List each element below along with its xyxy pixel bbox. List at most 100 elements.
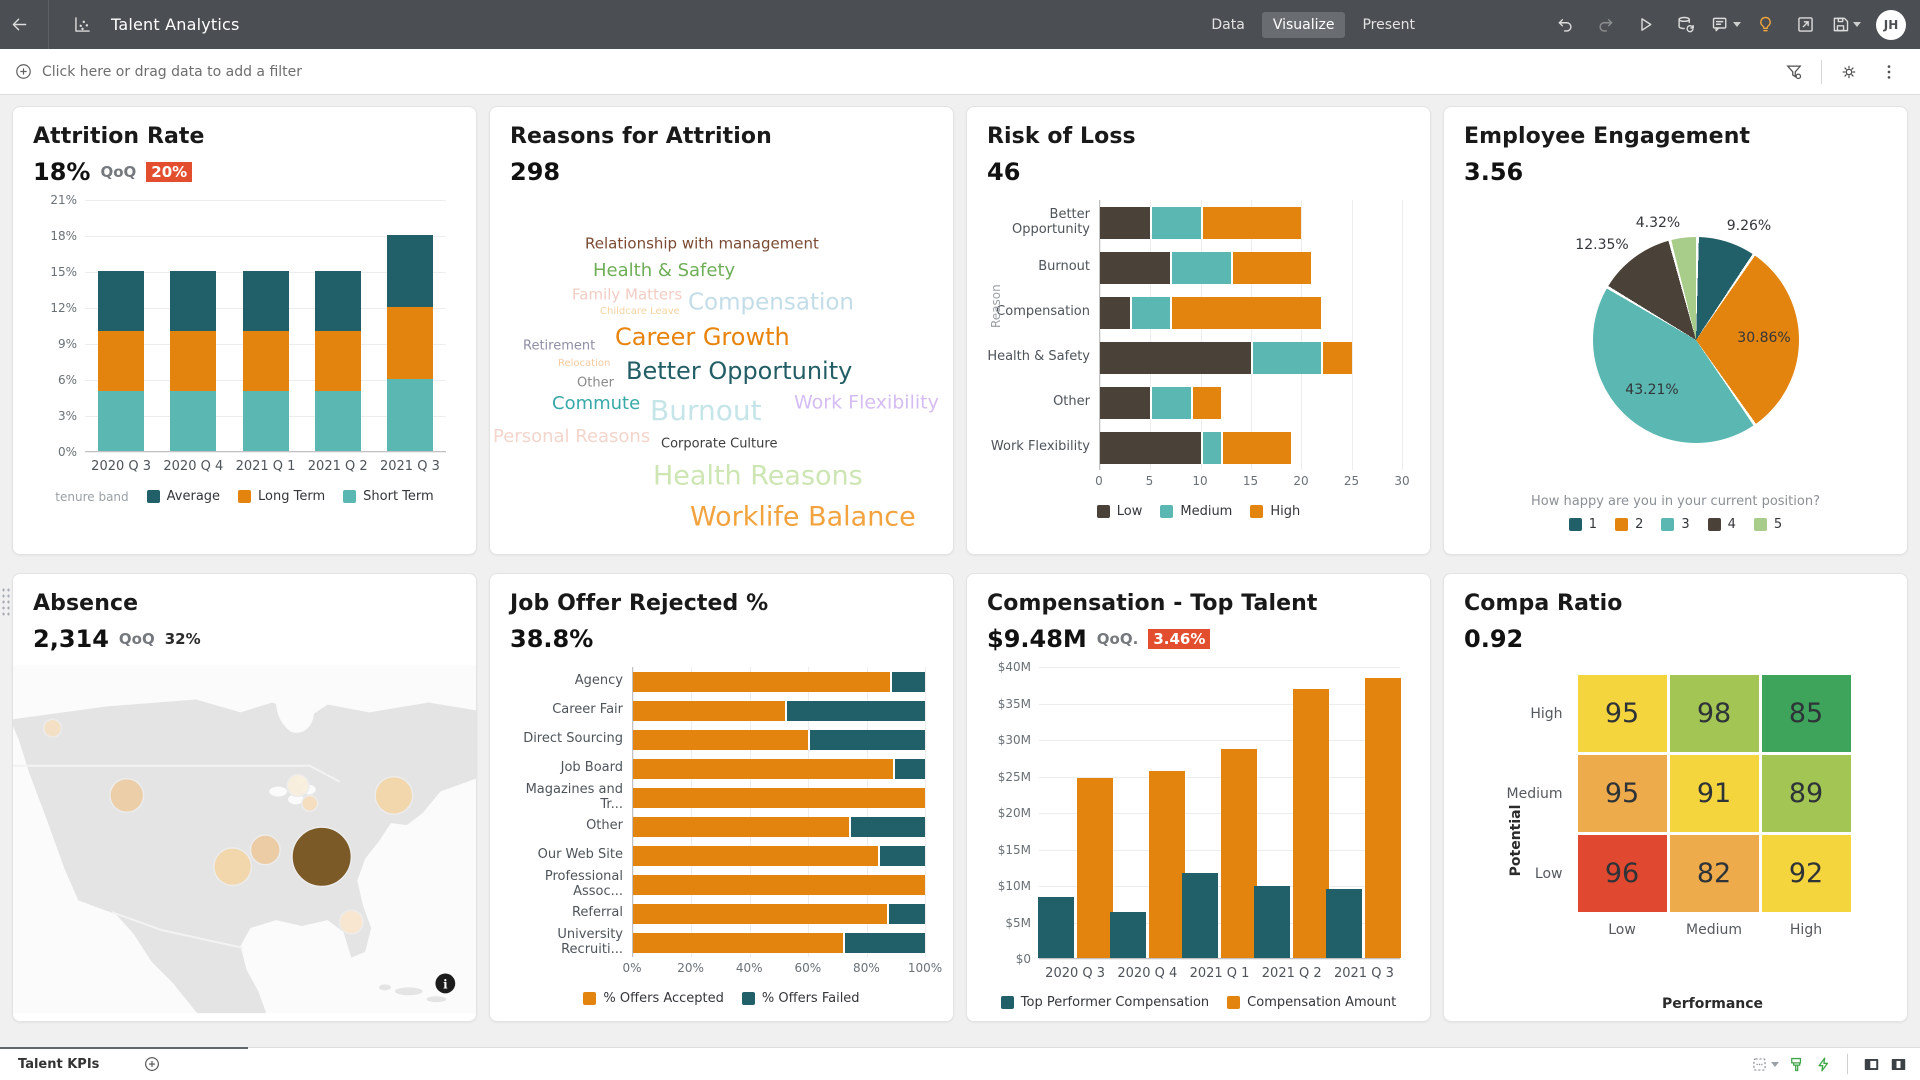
heatmap-cell[interactable]: 95 [1577, 675, 1667, 752]
bar-segment[interactable] [1321, 341, 1352, 374]
heatmap-cell[interactable]: 98 [1669, 675, 1759, 752]
map-bubble[interactable] [374, 775, 414, 816]
heatmap-cell[interactable]: 91 [1669, 755, 1759, 832]
bar-segment[interactable] [633, 758, 893, 779]
cloud-word[interactable]: Better Opportunity [626, 357, 853, 385]
insights-button[interactable] [1746, 7, 1784, 43]
save-button[interactable] [1826, 7, 1864, 43]
heatmap-cell[interactable]: 89 [1761, 755, 1851, 832]
tile-compensation-top-talent[interactable]: Compensation - Top Talent $9.48M QoQ. 3.… [966, 573, 1431, 1022]
compa-ratio-heatmap[interactable]: High 95 98 85 Medium 95 91 89 Low 96 82 92 Low Medium… [1464, 675, 1887, 1012]
bar-segment[interactable] [98, 391, 145, 451]
bar[interactable] [1221, 748, 1257, 958]
bar[interactable] [1254, 886, 1291, 958]
legend-item[interactable]: 3 [1661, 517, 1690, 532]
legend-item[interactable]: High [1250, 504, 1300, 519]
legend-item[interactable]: 4 [1707, 517, 1736, 532]
bar-segment[interactable] [1100, 251, 1171, 284]
bar-segment[interactable] [98, 331, 145, 391]
map-bubble[interactable] [109, 777, 145, 814]
legend-item[interactable]: 5 [1753, 517, 1782, 532]
bar-segment[interactable] [633, 845, 879, 866]
bar[interactable] [1037, 897, 1074, 958]
bar-segment[interactable] [889, 671, 925, 692]
bar-segment[interactable] [1220, 431, 1292, 464]
legend-item[interactable]: Low [1096, 504, 1142, 519]
map-info-button[interactable]: i [435, 973, 456, 994]
cloud-word[interactable]: Career Growth [615, 323, 790, 351]
bar-segment[interactable] [1100, 386, 1151, 419]
bar-segment[interactable] [633, 671, 890, 692]
layout-panel-center-button[interactable] [1889, 1055, 1908, 1074]
tile-employee-engagement[interactable]: Employee Engagement 3.56 9.26% 4.32% 12.35… [1443, 106, 1908, 555]
bar-segment[interactable] [386, 307, 433, 379]
legend-item[interactable]: 2 [1615, 517, 1643, 532]
map-bubble[interactable] [42, 718, 63, 738]
risk-of-loss-chart[interactable]: Better Opportunity Burnout Compensation Hea… [987, 200, 1410, 519]
heatmap-cell[interactable]: 92 [1761, 835, 1851, 912]
canvas-properties-button[interactable] [1750, 1055, 1779, 1074]
bar-segment[interactable] [808, 729, 925, 750]
bar[interactable] [1326, 888, 1363, 958]
cloud-word[interactable]: Health & Safety [593, 260, 736, 281]
bar-segment[interactable] [1170, 296, 1322, 329]
job-offer-chart[interactable]: Agency Career Fair Direct Sourcing Job Boar… [510, 667, 942, 1006]
bar-segment[interactable] [1150, 386, 1191, 419]
bar-segment[interactable] [633, 903, 888, 924]
compensation-chart[interactable]: $0 $5M $10M $15M $20M $25M $30M $35M $40M 2020 Q … [987, 660, 1410, 1010]
bar-segment[interactable] [314, 391, 361, 451]
bar[interactable] [1148, 771, 1185, 958]
attrition-rate-chart[interactable]: 0% 3% 6% 9% 12% 15% 18% 21% 2020 Q 3 2020 Q 4 2021… [33, 193, 456, 504]
bar-segment[interactable] [1170, 251, 1231, 284]
comments-button[interactable] [1706, 7, 1744, 43]
auto-apply-button[interactable] [1814, 1055, 1833, 1074]
legend-item[interactable]: Short Term [343, 489, 434, 504]
tab-present[interactable]: Present [1362, 16, 1415, 33]
bar-segment[interactable] [849, 816, 925, 837]
bar-segment[interactable] [784, 700, 925, 721]
heatmap-cell[interactable]: 96 [1577, 835, 1667, 912]
bar-segment[interactable] [887, 903, 925, 924]
back-button[interactable] [0, 7, 38, 43]
more-options-button[interactable] [1872, 56, 1906, 88]
bar-segment[interactable] [1190, 386, 1221, 419]
add-filter-dropzone[interactable]: Click here or drag data to add a filter [14, 62, 302, 81]
legend-item[interactable]: Average [146, 489, 220, 504]
map-bubble[interactable] [249, 834, 281, 866]
tab-visualize[interactable]: Visualize [1261, 11, 1346, 38]
bar-segment[interactable] [633, 729, 809, 750]
bar-segment[interactable] [1100, 296, 1131, 329]
heatmap-cell[interactable]: 95 [1577, 755, 1667, 832]
bar-segment[interactable] [242, 391, 289, 451]
bar-segment[interactable] [843, 932, 925, 953]
cloud-word[interactable]: Relationship with management [585, 234, 819, 253]
map-bubble[interactable] [213, 847, 253, 887]
redo-button[interactable] [1586, 7, 1624, 43]
user-avatar[interactable]: JH [1876, 9, 1906, 40]
map-bubble[interactable] [286, 773, 310, 798]
bar-segment[interactable] [170, 271, 217, 331]
pie[interactable] [1593, 237, 1799, 443]
bar-segment[interactable] [633, 874, 925, 895]
cloud-word[interactable]: Other [577, 375, 614, 391]
legend-item[interactable]: 1 [1568, 517, 1597, 532]
bar-segment[interactable] [98, 271, 145, 331]
bar-segment[interactable] [1200, 431, 1221, 464]
legend-item[interactable]: Compensation Amount [1227, 995, 1396, 1010]
attrition-reasons-wordcloud[interactable]: Relationship with management Health & Saf… [490, 107, 953, 554]
bar-segment[interactable] [1100, 206, 1151, 239]
bar-segment[interactable] [633, 700, 785, 721]
bar-segment[interactable] [386, 235, 433, 307]
bar-segment[interactable] [1130, 296, 1171, 329]
tile-absence[interactable]: Absence 2,314 QoQ 32% i [12, 573, 477, 1022]
bar[interactable] [1365, 678, 1402, 958]
bar-segment[interactable] [1230, 251, 1312, 284]
export-button[interactable] [1786, 7, 1824, 43]
legend-item[interactable]: % Offers Failed [741, 991, 860, 1006]
bar-segment[interactable] [242, 271, 289, 331]
canvas-tab-talent-kpis[interactable]: Talent KPIs [18, 1056, 100, 1072]
tile-reasons-for-attrition[interactable]: Reasons for Attrition 298 Relationship w… [489, 106, 954, 555]
engagement-pie-chart[interactable]: 9.26% 4.32% 12.35% 30.86% 43.21% How happy ar… [1464, 190, 1887, 532]
canvas-settings-button[interactable] [1832, 56, 1866, 88]
bar[interactable] [1076, 777, 1113, 958]
